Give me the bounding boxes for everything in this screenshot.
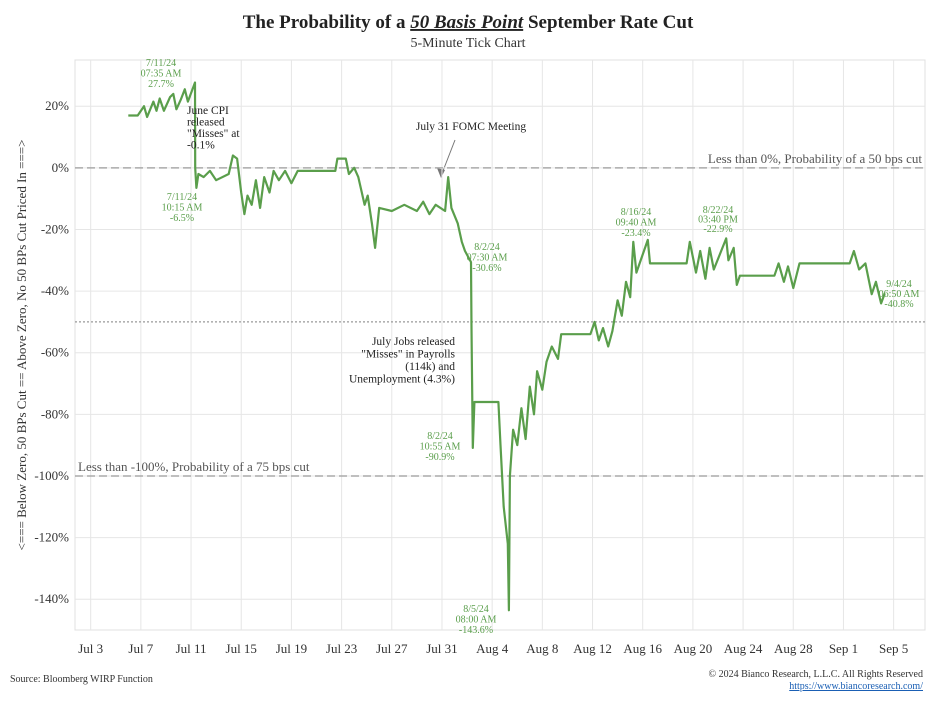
annotation: 8/2/24 07:30 AM -30.6% — [467, 242, 508, 274]
x-tick-label: Jul 19 — [276, 641, 307, 656]
title-part: September Rate Cut — [523, 12, 694, 33]
annotation: 7/11/24 10:15 AM -6.5% — [162, 192, 203, 224]
y-tick-label: -40% — [41, 283, 69, 298]
annotation-line: 8/5/24 — [463, 604, 489, 615]
annotation-line: -143.6% — [459, 625, 493, 636]
title-part: 50 Basis Point — [410, 12, 524, 33]
annotation-line: 03:40 PM — [698, 215, 738, 226]
x-tick-label: Jul 15 — [226, 641, 257, 656]
annotation-line: 8/22/24 — [703, 205, 734, 216]
annotation-line: 07:35 AM — [141, 69, 182, 80]
annotation-line: 27.7% — [148, 79, 174, 90]
annotation-line: -22.9% — [703, 224, 732, 235]
annotation: July Jobs released "Misses" in Payrolls (1… — [349, 336, 456, 386]
annotation-line: -40.8% — [884, 299, 913, 310]
annotation-line: 10:15 AM — [162, 203, 203, 214]
x-tick-label: Aug 16 — [623, 641, 662, 656]
chart-title: The Probability of a 50 Basis Point Sept… — [243, 12, 694, 33]
y-tick-label: -80% — [41, 406, 69, 421]
annotation: 8/2/24 10:55 AM -90.9% — [420, 431, 461, 463]
reference-label: Less than 0%, Probability of a 50 bps cu… — [708, 151, 922, 166]
y-tick-label: 0% — [52, 160, 70, 175]
y-tick-label: 20% — [45, 98, 69, 113]
annotation-line: (114k) and — [405, 361, 455, 373]
annotation-line: -90.9% — [425, 452, 454, 463]
annotation-line: 8/16/24 — [621, 207, 652, 218]
annotation-line: 8/2/24 — [474, 242, 500, 253]
annotation-line: -30.6% — [472, 263, 501, 274]
x-tick-label: Jul 23 — [326, 641, 357, 656]
x-tick-label: Aug 4 — [476, 641, 509, 656]
annotation: 8/5/24 08:00 AM -143.6% — [456, 604, 497, 636]
x-tick-label: Jul 11 — [176, 641, 207, 656]
x-tick-label: Aug 20 — [674, 641, 713, 656]
x-tick-label: Jul 27 — [376, 641, 408, 656]
annotation: June CPI released "Misses" at -0.1% — [187, 105, 240, 152]
annotation-line: 07:30 AM — [467, 253, 508, 264]
y-tick-label: -20% — [41, 221, 69, 236]
y-tick-label: -60% — [41, 345, 69, 360]
copyright: © 2024 Bianco Research, L.L.C. All Right… — [708, 669, 923, 680]
title-part: The Probability of a — [243, 12, 411, 33]
annotation: 7/11/24 07:35 AM 27.7% — [141, 58, 182, 90]
y-tick-label: -140% — [34, 591, 69, 606]
annotation-line: Unemployment (4.3%) — [349, 374, 455, 386]
annotation-line: 10:55 AM — [420, 442, 461, 453]
reference-label: Less than -100%, Probability of a 75 bps… — [78, 459, 310, 474]
annotation-line: 06:50 AM — [879, 289, 920, 300]
annotation-line: "Misses" in Payrolls — [361, 349, 455, 361]
annotation-line: -0.1% — [187, 140, 215, 152]
annotation-line: released — [187, 117, 225, 129]
series-line — [128, 81, 886, 612]
x-tick-label: Jul 7 — [128, 641, 153, 656]
x-tick-label: Aug 12 — [573, 641, 612, 656]
annotation: July 31 FOMC Meeting — [416, 121, 526, 133]
annotation-line: 7/11/24 — [146, 58, 176, 69]
y-tick-label: -120% — [34, 530, 69, 545]
annotation-line: -6.5% — [170, 213, 194, 224]
url[interactable]: https://www.biancoresearch.com/ — [789, 681, 923, 692]
annotation-line: 09:40 AM — [616, 218, 657, 229]
y-tick-label: -100% — [34, 468, 69, 483]
annotation-line: 08:00 AM — [456, 615, 497, 626]
source: Source: Bloomberg WIRP Function — [10, 674, 153, 685]
x-tick-label: Jul 31 — [426, 641, 457, 656]
x-tick-label: Sep 5 — [879, 641, 908, 656]
plot-frame — [74, 59, 926, 631]
x-tick-label: Aug 8 — [526, 641, 558, 656]
annotation-line: 9/4/24 — [886, 279, 912, 290]
annotation-line: 7/11/24 — [167, 192, 197, 203]
annotation-line: July 31 FOMC Meeting — [416, 121, 526, 133]
x-tick-label: Aug 24 — [724, 641, 763, 656]
annotation: 8/16/24 09:40 AM -23.4% — [616, 207, 657, 239]
x-tick-label: Aug 28 — [774, 641, 813, 656]
x-tick-label: Jul 3 — [78, 641, 103, 656]
annotation: 8/22/24 03:40 PM -22.9% — [698, 205, 738, 235]
annotation-line: July Jobs released — [372, 336, 455, 348]
y-axis-label: <=== Below Zero, 50 BPs Cut == Above Zer… — [14, 140, 29, 551]
annotation-line: "Misses" at — [187, 128, 240, 140]
annotation-line: -23.4% — [621, 228, 650, 239]
annotation-line: 8/2/24 — [427, 431, 453, 442]
chart-subtitle: 5-Minute Tick Chart — [410, 36, 525, 51]
annotation-line: June CPI — [187, 105, 229, 117]
annotation: 9/4/24 06:50 AM -40.8% — [879, 279, 920, 310]
x-tick-label: Sep 1 — [829, 641, 858, 656]
annotation-arrowhead — [437, 168, 445, 178]
